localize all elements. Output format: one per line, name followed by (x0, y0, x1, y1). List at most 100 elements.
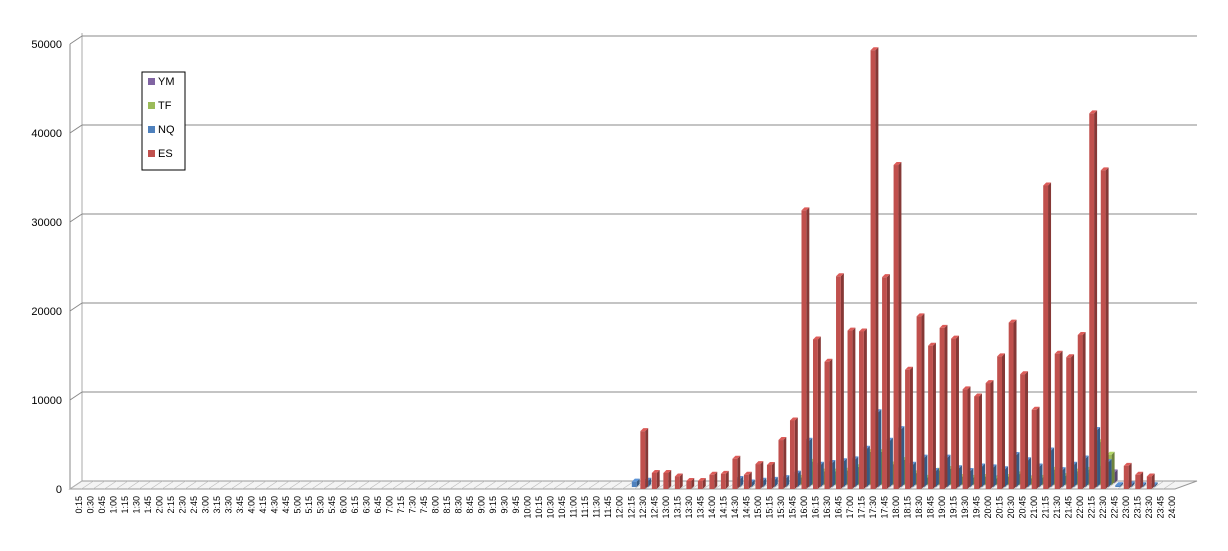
y-axis-ticks: 0 10000 20000 30000 40000 50000 (31, 39, 62, 496)
floor-hatch (426, 480, 439, 490)
bar-es (1031, 406, 1040, 489)
x-tick-label: 12:45 (649, 496, 659, 519)
floor-hatch (69, 480, 83, 490)
legend-label: ES (158, 148, 173, 160)
series-es (640, 47, 1155, 490)
floor-hatch (115, 480, 129, 490)
x-tick-label: 7:00 (385, 496, 395, 514)
y-tick-label: 10000 (31, 395, 62, 407)
x-tick-label: 20:00 (983, 496, 993, 519)
floor-hatch (392, 480, 405, 490)
bar-es (951, 335, 959, 489)
floor-hatch (369, 480, 382, 490)
bar-es (1100, 167, 1109, 489)
x-tick-label: 9:15 (488, 496, 498, 514)
floor-hatch (334, 480, 347, 490)
x-tick-label: 9:30 (500, 496, 510, 514)
legend-item-es: ES (148, 148, 173, 160)
floor-hatch (288, 480, 301, 490)
bar-es (847, 327, 856, 489)
y-tick-label: 20000 (31, 306, 62, 318)
floor-hatch (323, 480, 336, 490)
floor-hatch (403, 480, 416, 490)
legend-item-nq: NQ (148, 124, 175, 136)
x-tick-label: 19:30 (960, 496, 970, 519)
bar-es (824, 358, 833, 489)
bar-es (789, 417, 798, 489)
x-tick-label: 11:30 (592, 496, 602, 518)
bar-es (870, 47, 879, 489)
x-tick-label: 17:15 (856, 496, 866, 519)
x-tick-label: 21:30 (1052, 496, 1062, 519)
x-tick-label: 22:15 (1087, 496, 1097, 519)
x-tick-label: 18:30 (914, 496, 924, 519)
bar-es (1146, 473, 1155, 489)
floor-hatch (104, 480, 117, 490)
x-tick-label: 2:15 (166, 496, 176, 514)
y-tick-label: 0 (56, 484, 62, 496)
x-tick-label: 20:15 (995, 496, 1005, 519)
x-tick-label: 0:30 (85, 496, 95, 514)
x-tick-label: 13:15 (672, 496, 682, 519)
bar-es (651, 469, 660, 489)
floor-hatch (277, 480, 290, 490)
y-tick-label: 50000 (31, 39, 62, 51)
y-tick-label: 40000 (31, 128, 62, 140)
floor-hatch (507, 480, 520, 490)
gridlines (69, 33, 1197, 490)
x-tick-label: 1:15 (120, 496, 130, 514)
x-tick-label: 19:45 (972, 496, 982, 519)
x-tick-label: 13:45 (695, 496, 705, 519)
floor-hatch (357, 480, 370, 490)
bar-es (859, 328, 867, 489)
floor-hatch (219, 480, 232, 490)
gridline-diagonal (69, 391, 83, 401)
x-tick-label: 17:45 (879, 496, 889, 519)
x-tick-label: 5:00 (292, 496, 302, 514)
bar-es (674, 473, 683, 489)
x-tick-label: 7:15 (396, 496, 406, 514)
x-tick-label: 15:15 (764, 496, 774, 519)
x-tick-label: 21:00 (1029, 496, 1039, 519)
legend: YM TF NQ ES (141, 71, 186, 171)
bar-es (962, 386, 971, 489)
floor-hatch (380, 480, 393, 490)
x-tick-label: 20:30 (1006, 496, 1016, 519)
x-tick-label: 12:15 (626, 496, 636, 519)
floor-hatch (599, 480, 612, 490)
bar-es (813, 336, 821, 489)
x-tick-label: 18:45 (926, 496, 936, 519)
floor-hatch (564, 480, 578, 490)
x-tick-label: 23:15 (1133, 496, 1143, 519)
floor-hatch (449, 480, 463, 490)
floor-hatch (415, 480, 428, 490)
x-tick-label: 13:30 (684, 496, 694, 519)
legend-swatch (148, 150, 155, 157)
x-tick-label: 22:45 (1110, 496, 1120, 519)
floor-hatch (576, 480, 589, 490)
x-tick-label: 7:45 (419, 496, 429, 514)
legend-label: TF (158, 100, 172, 112)
floor-hatch (472, 480, 486, 490)
floor-hatch (1151, 480, 1165, 490)
legend-label: YM (158, 76, 175, 88)
x-tick-label: 15:00 (753, 496, 763, 519)
x-tick-label: 5:15 (304, 496, 314, 514)
floor-hatch (173, 480, 186, 490)
x-tick-label: 3:45 (235, 496, 245, 514)
x-tick-label: 18:00 (891, 496, 901, 519)
bar-es (732, 455, 741, 489)
bar-es (1089, 110, 1098, 490)
bar-es (640, 428, 649, 489)
x-tick-label: 10:15 (534, 496, 544, 519)
x-tick-label: 6:30 (362, 496, 372, 514)
floor-hatch (300, 480, 313, 490)
x-tick-label: 3:30 (223, 496, 233, 514)
floor-hatch (1105, 480, 1119, 490)
legend-swatch (148, 102, 155, 109)
x-tick-label: 10:30 (546, 496, 556, 519)
x-tick-label: 20:45 (1018, 496, 1028, 519)
floor-hatch (587, 480, 601, 490)
